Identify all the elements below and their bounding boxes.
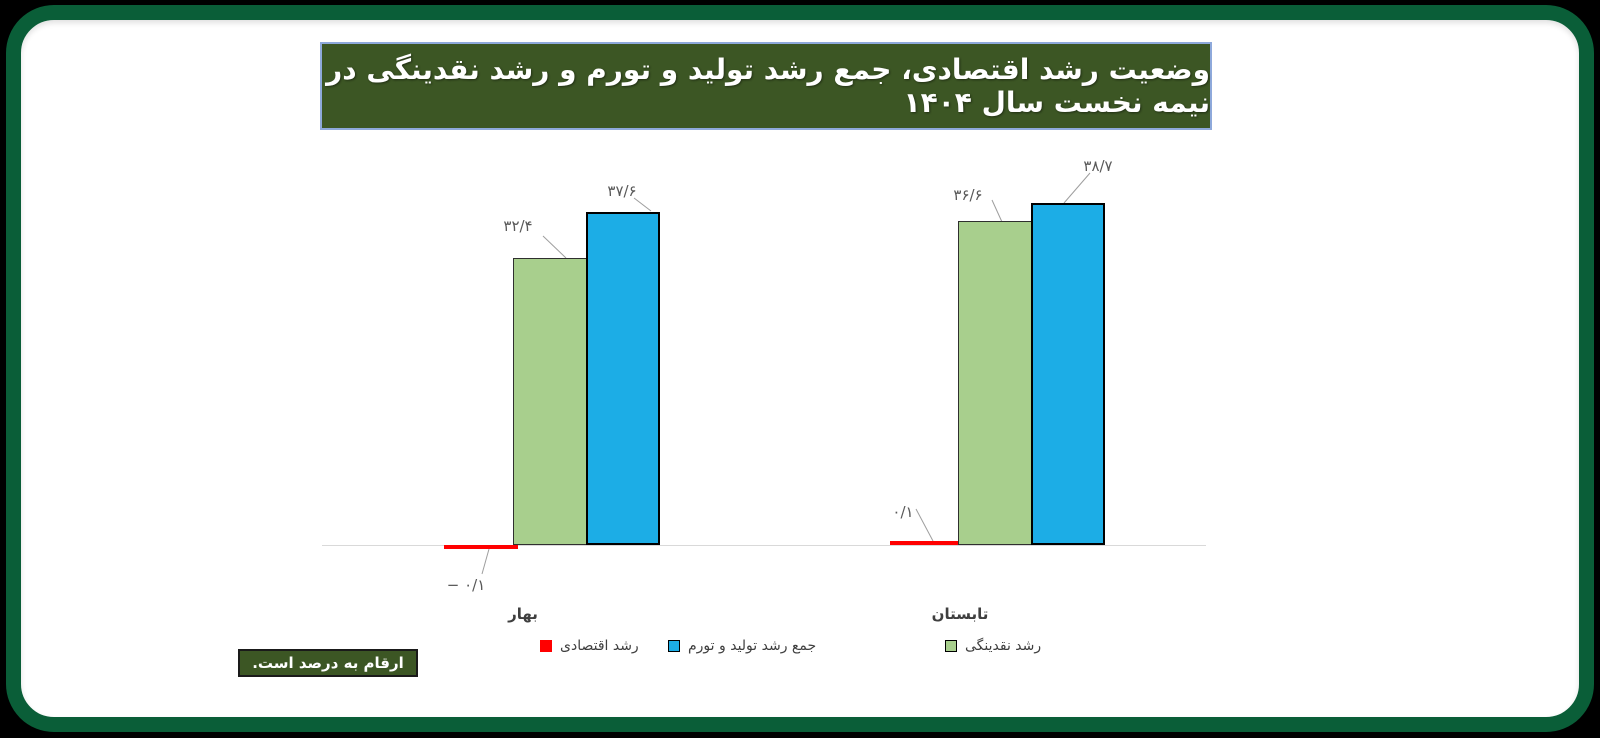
bar-series2-cat0 bbox=[586, 212, 660, 545]
legend-item-1: جمع رشد تولید و تورم bbox=[668, 638, 816, 654]
data-label-series0-cat1: ۰/۱ bbox=[892, 503, 914, 521]
percent-note-box: ارقام به درصد است. bbox=[238, 649, 418, 677]
bar-series0-cat1 bbox=[890, 541, 964, 545]
legend-item-2: رشد نقدینگی bbox=[945, 638, 1041, 654]
data-label-series1-cat0: ۳۲/۴ bbox=[503, 217, 533, 235]
x-axis-line bbox=[322, 545, 1206, 546]
legend-swatch-icon bbox=[668, 640, 680, 652]
data-label-series2-cat1: ۳۸/۷ bbox=[1083, 157, 1113, 175]
bar-series1-cat1 bbox=[958, 221, 1032, 545]
legend-swatch-icon bbox=[945, 640, 957, 652]
data-label-series1-cat1: ۳۶/۶ bbox=[953, 186, 983, 204]
legend-label: جمع رشد تولید و تورم bbox=[688, 638, 817, 654]
data-label-series0-cat0: − ۰/۱ bbox=[446, 576, 486, 594]
chart-title: وضعیت رشد اقتصادی، جمع رشد تولید و تورم … bbox=[320, 42, 1212, 130]
data-label-series2-cat0: ۳۷/۶ bbox=[607, 182, 637, 200]
legend-item-0: رشد اقتصادی bbox=[540, 638, 639, 654]
bar-series2-cat1 bbox=[1031, 202, 1105, 545]
legend-label: رشد اقتصادی bbox=[560, 638, 639, 654]
bar-series0-cat0 bbox=[444, 545, 518, 549]
category-label-1: تابستان bbox=[931, 605, 989, 623]
legend-label: رشد نقدینگی bbox=[965, 638, 1042, 654]
category-label-0: بهار bbox=[508, 605, 538, 623]
legend-swatch-icon bbox=[540, 640, 552, 652]
bar-series1-cat0 bbox=[513, 258, 587, 545]
